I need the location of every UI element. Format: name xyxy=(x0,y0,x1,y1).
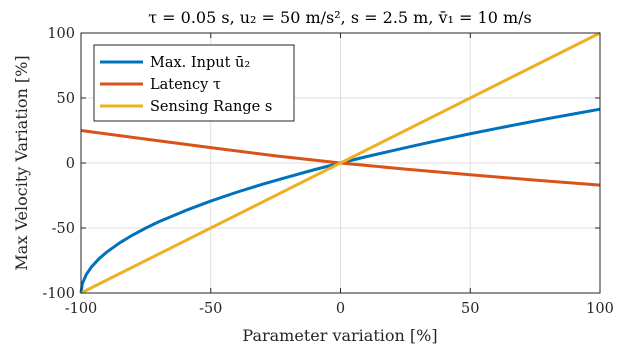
series-lines xyxy=(79,31,601,295)
y-tick-label: -50 xyxy=(52,221,75,237)
x-tick-label: 0 xyxy=(336,301,345,317)
x-axis-title: Parameter variation [%] xyxy=(242,326,437,345)
y-tick-label: 50 xyxy=(57,91,75,107)
x-tick-label: 100 xyxy=(586,301,614,317)
x-tick-label: 50 xyxy=(461,301,479,317)
series-line-sensing-range xyxy=(80,31,601,295)
axis-ticks: -100 -50 0 50 100 -100 -50 0 50 100 xyxy=(42,26,613,317)
chart-title: τ = 0.05 s, u₂ = 50 m/s², s = 2.5 m, v̄₁… xyxy=(148,8,532,27)
series-line-max-input xyxy=(79,107,601,294)
x-tick-label: -50 xyxy=(199,301,222,317)
legend: Max. Input ū₂ Latency τ Sensing Range s xyxy=(93,44,295,122)
legend-label-max-input: Max. Input ū₂ xyxy=(150,55,250,71)
x-tick-label: -100 xyxy=(65,301,98,317)
y-axis-title: Max Velocity Variation [%] xyxy=(12,55,31,270)
legend-label-latency: Latency τ xyxy=(150,77,221,93)
y-tick-label: 0 xyxy=(66,156,75,172)
y-tick-label: -100 xyxy=(42,286,75,302)
legend-label-sensing-range: Sensing Range s xyxy=(150,99,272,115)
y-tick-label: 100 xyxy=(47,26,75,42)
